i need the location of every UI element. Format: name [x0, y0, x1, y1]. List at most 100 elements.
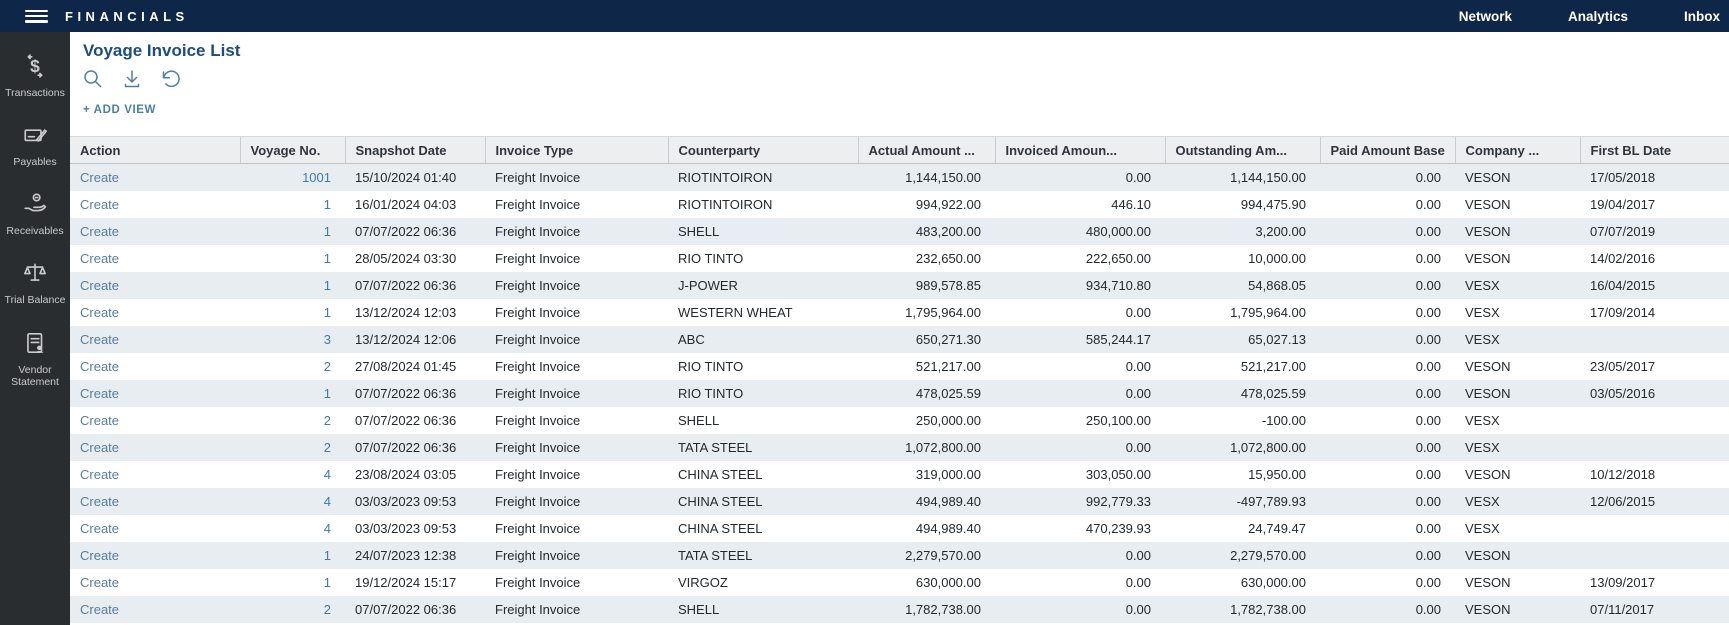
- cell-action[interactable]: Create: [70, 515, 240, 542]
- cell-paid-amount-base: 0.00: [1320, 191, 1455, 218]
- cell-company: VESX: [1455, 272, 1580, 299]
- main-content: Voyage Invoice List: [70, 32, 1729, 625]
- cell-voyage-no[interactable]: 2: [240, 596, 345, 623]
- cell-voyage-no[interactable]: 3: [240, 326, 345, 353]
- sidebar-item-payables[interactable]: Payables: [0, 122, 70, 168]
- cell-outstanding-amount: 478,025.59: [1165, 380, 1320, 407]
- cell-voyage-no[interactable]: 2: [240, 407, 345, 434]
- cell-invoice-type: Freight Invoice: [485, 407, 668, 434]
- column-header-snapshot-date[interactable]: Snapshot Date: [345, 137, 485, 164]
- cell-snapshot-date: 23/08/2024 03:05: [345, 461, 485, 488]
- column-header-actual-amount[interactable]: Actual Amount ...: [858, 137, 995, 164]
- payables-icon: [22, 122, 48, 151]
- top-bar: FINANCIALS Network Analytics Inbox: [0, 0, 1729, 32]
- nav-network[interactable]: Network: [1459, 9, 1512, 24]
- cell-action[interactable]: Create: [70, 326, 240, 353]
- cell-snapshot-date: 07/07/2022 06:36: [345, 272, 485, 299]
- cell-voyage-no[interactable]: 2: [240, 434, 345, 461]
- nav-inbox[interactable]: Inbox: [1684, 9, 1720, 24]
- table-row: Create207/07/2022 06:36Freight InvoiceTA…: [70, 434, 1729, 461]
- column-header-invoiced-amount[interactable]: Invoiced Amoun...: [995, 137, 1165, 164]
- cell-action[interactable]: Create: [70, 542, 240, 569]
- cell-voyage-no[interactable]: 1: [240, 272, 345, 299]
- cell-action[interactable]: Create: [70, 434, 240, 461]
- download-icon: [121, 68, 143, 95]
- cell-voyage-no[interactable]: 1: [240, 191, 345, 218]
- cell-action[interactable]: Create: [70, 407, 240, 434]
- column-header-voyage-no[interactable]: Voyage No.: [240, 137, 345, 164]
- cell-action[interactable]: Create: [70, 245, 240, 272]
- cell-first-bl-date: 12/06/2015: [1580, 488, 1729, 515]
- cell-invoiced-amount: 0.00: [995, 596, 1165, 623]
- nav-analytics[interactable]: Analytics: [1568, 9, 1628, 24]
- cell-voyage-no[interactable]: 4: [240, 461, 345, 488]
- cell-company: VESON: [1455, 353, 1580, 380]
- column-header-invoice-type[interactable]: Invoice Type: [485, 137, 668, 164]
- cell-invoice-type: Freight Invoice: [485, 542, 668, 569]
- cell-action[interactable]: Create: [70, 596, 240, 623]
- cell-voyage-no[interactable]: 1: [240, 245, 345, 272]
- cell-action[interactable]: Create: [70, 299, 240, 326]
- cell-invoiced-amount: 992,779.33: [995, 488, 1165, 515]
- cell-first-bl-date: 03/05/2016: [1580, 380, 1729, 407]
- cell-voyage-no[interactable]: 4: [240, 515, 345, 542]
- sidebar-item-receivables[interactable]: Receivables: [0, 191, 70, 237]
- sidebar-item-trial-balance[interactable]: Trial Balance: [0, 260, 70, 306]
- sidebar-item-transactions[interactable]: $ Transactions: [0, 53, 70, 99]
- reset-button[interactable]: [159, 70, 183, 92]
- cell-action[interactable]: Create: [70, 272, 240, 299]
- add-view-button[interactable]: + ADD VIEW: [83, 103, 156, 117]
- column-header-outstanding-amount[interactable]: Outstanding Am...: [1165, 137, 1320, 164]
- cell-outstanding-amount: -497,789.93: [1165, 488, 1320, 515]
- table-row: Create207/07/2022 06:36Freight InvoiceSH…: [70, 407, 1729, 434]
- column-header-counterparty[interactable]: Counterparty: [668, 137, 858, 164]
- transactions-icon: $: [22, 53, 48, 82]
- cell-paid-amount-base: 0.00: [1320, 326, 1455, 353]
- cell-counterparty: ABC: [668, 326, 858, 353]
- cell-paid-amount-base: 0.00: [1320, 596, 1455, 623]
- cell-snapshot-date: 24/07/2023 12:38: [345, 542, 485, 569]
- sidebar-item-label: Payables: [13, 156, 56, 168]
- cell-company: VESON: [1455, 245, 1580, 272]
- cell-invoiced-amount: 0.00: [995, 569, 1165, 596]
- cell-voyage-no[interactable]: 1: [240, 542, 345, 569]
- cell-invoiced-amount: 250,100.00: [995, 407, 1165, 434]
- cell-voyage-no[interactable]: 1001: [240, 164, 345, 191]
- sidebar-item-vendor-statement[interactable]: Vendor Statement: [0, 330, 70, 388]
- hamburger-menu-icon[interactable]: [25, 10, 48, 23]
- cell-first-bl-date: 23/05/2017: [1580, 353, 1729, 380]
- cell-voyage-no[interactable]: 2: [240, 353, 345, 380]
- cell-counterparty: CHINA STEEL: [668, 515, 858, 542]
- column-header-company[interactable]: Company ...: [1455, 137, 1580, 164]
- cell-voyage-no[interactable]: 1: [240, 569, 345, 596]
- cell-voyage-no[interactable]: 4: [240, 488, 345, 515]
- cell-voyage-no[interactable]: 1: [240, 380, 345, 407]
- cell-company: VESON: [1455, 164, 1580, 191]
- column-header-action[interactable]: Action: [70, 137, 240, 164]
- cell-action[interactable]: Create: [70, 191, 240, 218]
- cell-action[interactable]: Create: [70, 569, 240, 596]
- cell-action[interactable]: Create: [70, 164, 240, 191]
- cell-voyage-no[interactable]: 1: [240, 218, 345, 245]
- cell-actual-amount: 232,650.00: [858, 245, 995, 272]
- cell-action[interactable]: Create: [70, 353, 240, 380]
- cell-invoice-type: Freight Invoice: [485, 245, 668, 272]
- column-header-paid-amount-base[interactable]: Paid Amount Base: [1320, 137, 1455, 164]
- table-row: Create423/08/2024 03:05Freight InvoiceCH…: [70, 461, 1729, 488]
- cell-snapshot-date: 19/12/2024 15:17: [345, 569, 485, 596]
- cell-action[interactable]: Create: [70, 488, 240, 515]
- cell-invoiced-amount: 0.00: [995, 542, 1165, 569]
- cell-counterparty: RIO TINTO: [668, 245, 858, 272]
- search-button[interactable]: [81, 70, 105, 92]
- column-header-first-bl-date[interactable]: First BL Date: [1580, 137, 1729, 164]
- cell-actual-amount: 1,795,964.00: [858, 299, 995, 326]
- export-button[interactable]: [120, 70, 144, 92]
- table-row: Create124/07/2023 12:38Freight InvoiceTA…: [70, 542, 1729, 569]
- cell-voyage-no[interactable]: 1: [240, 299, 345, 326]
- cell-actual-amount: 650,271.30: [858, 326, 995, 353]
- cell-action[interactable]: Create: [70, 380, 240, 407]
- invoice-table: ActionVoyage No.Snapshot DateInvoice Typ…: [70, 136, 1729, 623]
- cell-action[interactable]: Create: [70, 218, 240, 245]
- cell-action[interactable]: Create: [70, 461, 240, 488]
- cell-paid-amount-base: 0.00: [1320, 461, 1455, 488]
